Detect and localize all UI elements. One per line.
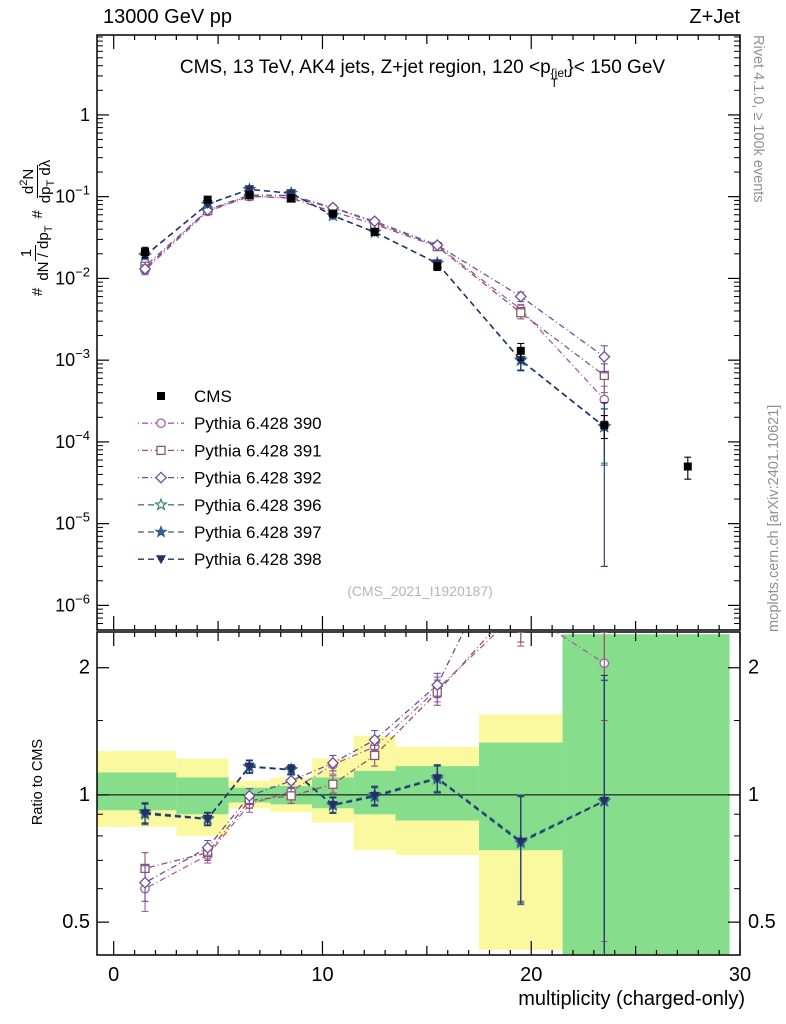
legend-label: Pythia 6.428 396 [194, 496, 322, 515]
svg-text:10−6: 10−6 [55, 591, 90, 615]
rivet-version-label: Rivet 4.1.0, ≥ 100k events [750, 35, 766, 203]
svg-text:0: 0 [108, 964, 119, 986]
series-ratio-pythia-6.428-398 [140, 674, 610, 955]
hash-symbol: # [29, 210, 46, 219]
process-label: Z+Jet [689, 6, 740, 28]
hash-symbol: # [29, 287, 46, 296]
legend-label: Pythia 6.428 398 [194, 550, 322, 569]
y-axis-title: # 1 dN / dpT # d2N dpT dλ [16, 24, 59, 296]
plot-title: CMS, 13 TeV, AK4 jets, Z+jet region, 120… [100, 57, 745, 90]
plot-title-text: CMS, 13 TeV, AK4 jets, Z+jet region, 120… [179, 57, 551, 78]
fraction-one-over-dn: 1 dN / dpT [17, 225, 55, 281]
svg-text:20: 20 [520, 964, 542, 986]
svg-text:2: 2 [79, 657, 90, 679]
svg-text:2: 2 [748, 657, 759, 679]
axis-ticks [113, 35, 741, 955]
beam-energy-label: 13000 GeV pp [103, 6, 232, 28]
svg-text:30: 30 [729, 964, 751, 986]
svg-text:10−3: 10−3 [55, 346, 90, 370]
svg-text:10−4: 10−4 [55, 428, 90, 452]
svg-text:1: 1 [748, 784, 759, 806]
legend-label: Pythia 6.428 392 [194, 469, 322, 488]
plot-title-suffix: }< 150 GeV [567, 57, 666, 78]
series-ratio-pythia-6.428-392 [138, 632, 608, 902]
svg-text:1: 1 [80, 105, 90, 125]
svg-text:10−1: 10−1 [55, 183, 90, 207]
x-tick-labels: 0 10 20 30 [108, 964, 751, 986]
main-panel-frame [96, 34, 741, 631]
uncertainty-bands [97, 634, 730, 955]
legend-label: Pythia 6.428 391 [194, 441, 322, 460]
svg-text:1: 1 [79, 784, 90, 806]
svg-text:0.5: 0.5 [748, 911, 776, 933]
analysis-id-watermark: (CMS_2021_I1920187) [347, 583, 493, 599]
legend-label: CMS [194, 387, 232, 406]
legend-label: Pythia 6.428 390 [194, 414, 322, 433]
fraction-d2n: d2N dpT dλ [16, 159, 57, 204]
series-main-cms [141, 190, 692, 480]
x-axis-title: multiplicity (charged-only) [518, 988, 745, 1010]
svg-text:10−2: 10−2 [55, 264, 90, 288]
svg-text:0.5: 0.5 [62, 911, 90, 933]
svg-text:10: 10 [311, 964, 333, 986]
main-y-axis: 1 10−1 10−2 10−3 10−4 10−5 10−6 [55, 36, 740, 631]
pt-jet-subsup: {jet T [550, 66, 568, 90]
ratio-y-axis: 0.5 0.5 1 1 2 2 [62, 657, 776, 933]
ratio-axis-title: Ratio to CMS [30, 738, 46, 826]
ratio-panel-frame [96, 631, 741, 956]
legend-label: Pythia 6.428 397 [194, 523, 322, 542]
mcplots-arxiv-label: mcplots.cern.ch [arXiv:2401.10621] [766, 404, 782, 632]
svg-text:10−5: 10−5 [55, 510, 90, 534]
series-main-pythia-6.428-392 [138, 188, 611, 374]
legend: CMS Pythia 6.428 390 Pythia 6.428 391 Pythi… [138, 387, 322, 569]
